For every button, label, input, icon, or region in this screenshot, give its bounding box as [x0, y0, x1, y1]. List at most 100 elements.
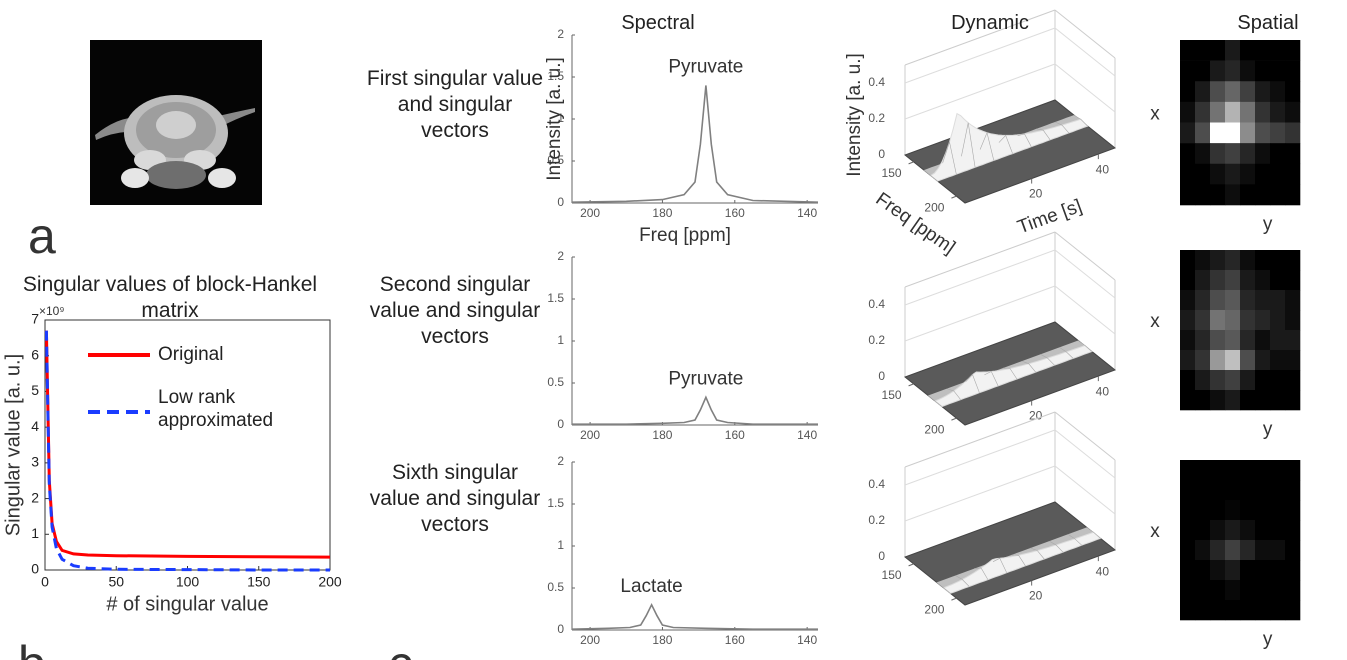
- heatmap-cell: [1225, 370, 1241, 391]
- heatmap-cell: [1255, 40, 1271, 61]
- heatmap-cell: [1255, 184, 1271, 206]
- heatmap-cell: [1270, 350, 1286, 371]
- heatmap-cell: [1195, 60, 1211, 82]
- x-axis-label: x: [1150, 103, 1160, 124]
- y-tick-label: 2: [557, 454, 564, 468]
- legend-label: Original: [158, 344, 224, 365]
- x-tick-label: 150: [882, 388, 902, 402]
- heatmap-cell: [1180, 143, 1196, 165]
- surface-mesh: [1054, 121, 1070, 134]
- heatmap-cell: [1240, 250, 1256, 271]
- y-tick-label: 1.5: [547, 291, 564, 305]
- heatmap-cell: [1225, 290, 1241, 311]
- heatmap-cell: [1255, 310, 1271, 331]
- surface-back: [928, 340, 1085, 401]
- heatmap-cell: [1240, 390, 1256, 411]
- heatmap-cell: [1225, 480, 1241, 501]
- heatmap-cell: [1195, 270, 1211, 291]
- x-tick-label: 160: [725, 633, 745, 647]
- heatmap-cell: [1225, 350, 1241, 371]
- grid-line: [904, 27, 1116, 84]
- wall-edge: [1054, 9, 1116, 59]
- y-tick-label: 20: [1029, 589, 1043, 603]
- y-tick-label: 1.5: [547, 496, 564, 510]
- y-tick-label: 20: [1029, 409, 1043, 423]
- heatmap-cell: [1195, 540, 1211, 561]
- x-tick: [908, 563, 914, 567]
- row-label: First singular value and singular vector…: [366, 67, 544, 142]
- heatmap-cell: [1255, 122, 1271, 144]
- heatmap-cell: [1180, 163, 1196, 185]
- wall-edge: [904, 231, 1056, 288]
- heatmap-cell: [1270, 460, 1286, 481]
- y-tick-label: 0: [557, 417, 564, 431]
- surface-mesh: [974, 567, 989, 580]
- x-axis-label: Freq [ppm]: [872, 189, 959, 259]
- heatmap-cell: [1225, 184, 1241, 206]
- x-tick-label: 180: [652, 428, 672, 442]
- surface-mesh: [1003, 367, 1018, 380]
- surface-mesh: [979, 131, 995, 161]
- heatmap-cell: [1285, 101, 1301, 123]
- row-label: Second singular value and singular vecto…: [369, 273, 541, 348]
- y-axis-label: Time [s]: [1015, 196, 1085, 239]
- heatmap-cell: [1180, 101, 1196, 123]
- heatmap-cell: [1225, 40, 1241, 61]
- heatmap-cell: [1285, 270, 1301, 291]
- x-axis-label: Freq [ppm]: [639, 225, 731, 246]
- surface-mesh: [927, 395, 943, 407]
- x-tick-label: 160: [725, 428, 745, 442]
- heatmap-cell: [1285, 60, 1301, 82]
- surface-mesh: [942, 140, 957, 175]
- z-tick-label: 0: [878, 147, 885, 161]
- heatmap-cell: [1210, 143, 1226, 165]
- x-tick-label: 0: [41, 574, 49, 590]
- heatmap-cell: [1270, 81, 1286, 103]
- surface-mesh: [1067, 533, 1082, 546]
- x-tick: [951, 597, 957, 601]
- y-tick-label: 1: [557, 333, 564, 347]
- y-axis-label: Intensity [a. u.]: [544, 57, 565, 181]
- heatmap-cell: [1285, 81, 1301, 103]
- surface-mesh: [955, 575, 970, 587]
- heatmap-cell: [1240, 460, 1256, 481]
- heatmap-cell: [1225, 500, 1241, 521]
- spectrum-line: [571, 602, 818, 630]
- heatmap-cell: [1285, 600, 1301, 621]
- heatmap-cell: [1270, 122, 1286, 144]
- heatmap-cell: [1210, 480, 1226, 501]
- x-axis-label: x: [1150, 311, 1160, 332]
- heatmap-cell: [1255, 81, 1271, 103]
- heatmap-cell: [1270, 310, 1286, 331]
- heatmap-cell: [1270, 101, 1286, 123]
- row-label: Sixth singular value and singular vector…: [369, 461, 541, 536]
- heatmap-cell: [1240, 40, 1256, 61]
- heatmap-cell: [1195, 560, 1211, 581]
- y-tick-label: 4: [31, 418, 39, 434]
- heatmap-cell: [1285, 122, 1301, 144]
- heatmap-cell: [1255, 290, 1271, 311]
- heatmap-cell: [1195, 330, 1211, 351]
- heatmap-cell: [1195, 600, 1211, 621]
- x-tick-label: 200: [924, 602, 944, 616]
- heatmap-cell: [1210, 600, 1226, 621]
- floor: [903, 501, 1117, 606]
- heatmap-cell: [1240, 580, 1256, 601]
- heatmap-cell: [1180, 350, 1196, 371]
- surface-mesh: [946, 388, 961, 400]
- heatmap-cell: [1285, 330, 1301, 351]
- heatmap-cell: [1285, 290, 1301, 311]
- chart-title: Singular values of block-Hankel matrix: [22, 273, 318, 322]
- heatmap-cell: [1210, 540, 1226, 561]
- column-header: Spectral: [621, 12, 695, 34]
- heatmap-cell: [1255, 163, 1271, 185]
- x-tick-label: 150: [882, 166, 902, 180]
- y-axis-label: Singular value [a. u.]: [2, 354, 24, 536]
- mri-image: [90, 40, 262, 205]
- y-tick-label: 0.5: [547, 375, 564, 389]
- heatmap-cell: [1255, 330, 1271, 351]
- heatmap-cell: [1240, 60, 1256, 82]
- heatmap-cell: [1225, 560, 1241, 581]
- heatmap-cell: [1195, 122, 1211, 144]
- x-axis-label: # of singular value: [106, 593, 268, 615]
